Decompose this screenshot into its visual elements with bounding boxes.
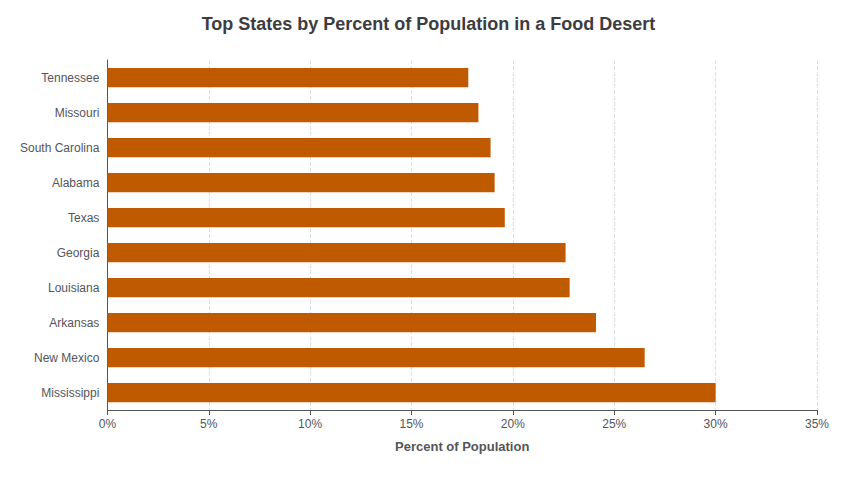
svg-text:20%: 20% — [501, 417, 525, 431]
svg-text:Percent of Population: Percent of Population — [395, 439, 529, 454]
svg-text:Tennessee: Tennessee — [41, 71, 99, 85]
svg-text:25%: 25% — [602, 417, 626, 431]
svg-text:Texas: Texas — [68, 211, 99, 225]
svg-text:South Carolina: South Carolina — [20, 141, 100, 155]
svg-text:Alabama: Alabama — [52, 176, 100, 190]
svg-text:New Mexico: New Mexico — [34, 351, 100, 365]
svg-text:15%: 15% — [399, 417, 423, 431]
svg-text:Missouri: Missouri — [55, 106, 100, 120]
svg-text:5%: 5% — [200, 417, 218, 431]
svg-text:Top States by Percent of Popul: Top States by Percent of Population in a… — [202, 14, 656, 34]
svg-text:Louisiana: Louisiana — [48, 281, 100, 295]
svg-text:Mississippi: Mississippi — [41, 386, 99, 400]
svg-text:10%: 10% — [298, 417, 322, 431]
svg-text:0%: 0% — [99, 417, 117, 431]
svg-text:35%: 35% — [805, 417, 829, 431]
svg-text:Georgia: Georgia — [57, 246, 100, 260]
svg-text:30%: 30% — [704, 417, 728, 431]
svg-text:Arkansas: Arkansas — [49, 316, 99, 330]
